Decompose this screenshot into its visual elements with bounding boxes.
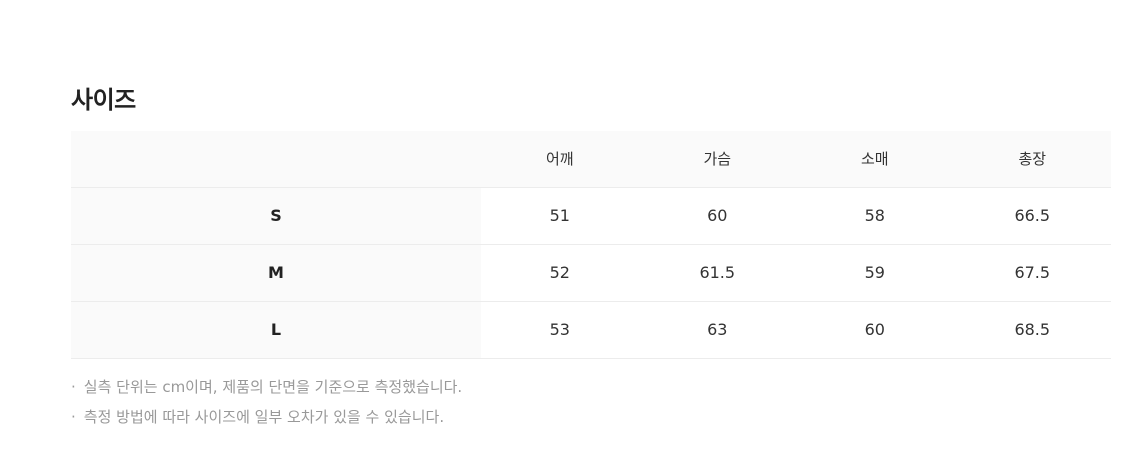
table-cell: 58 xyxy=(796,187,954,245)
note-item: 측정 방법에 따라 사이즈에 일부 오차가 있을 수 있습니다. xyxy=(71,406,462,436)
table-cell: 53 xyxy=(481,301,639,359)
table-header-row: 어깨 가슴 소매 총장 xyxy=(71,131,1111,188)
table-row: S 51 60 58 66.5 xyxy=(71,187,1111,245)
column-header-sleeve: 소매 xyxy=(796,131,954,188)
column-header-length: 총장 xyxy=(953,131,1111,188)
size-notes: 실측 단위는 cm이며, 제품의 단면을 기준으로 측정했습니다. 측정 방법에… xyxy=(71,376,462,436)
table-cell: 52 xyxy=(481,244,639,302)
table-cell: 67.5 xyxy=(953,244,1111,302)
size-label: L xyxy=(71,301,481,359)
column-header-chest: 가슴 xyxy=(638,131,796,188)
note-item: 실측 단위는 cm이며, 제품의 단면을 기준으로 측정했습니다. xyxy=(71,376,462,406)
table-row: M 52 61.5 59 67.5 xyxy=(71,244,1111,302)
section-title: 사이즈 xyxy=(71,86,136,114)
column-header xyxy=(71,131,481,188)
table-cell: 68.5 xyxy=(953,301,1111,359)
size-table: 어깨 가슴 소매 총장 S 51 60 58 66.5 M 52 61.5 59… xyxy=(71,131,1111,359)
table-cell: 60 xyxy=(638,187,796,245)
table-cell: 51 xyxy=(481,187,639,245)
table-cell: 63 xyxy=(638,301,796,359)
size-label: M xyxy=(71,244,481,302)
table-cell: 60 xyxy=(796,301,954,359)
table-cell: 66.5 xyxy=(953,187,1111,245)
size-label: S xyxy=(71,187,481,245)
table-row: L 53 63 60 68.5 xyxy=(71,301,1111,359)
table-cell: 59 xyxy=(796,244,954,302)
table-cell: 61.5 xyxy=(638,244,796,302)
column-header-shoulder: 어깨 xyxy=(481,131,639,188)
